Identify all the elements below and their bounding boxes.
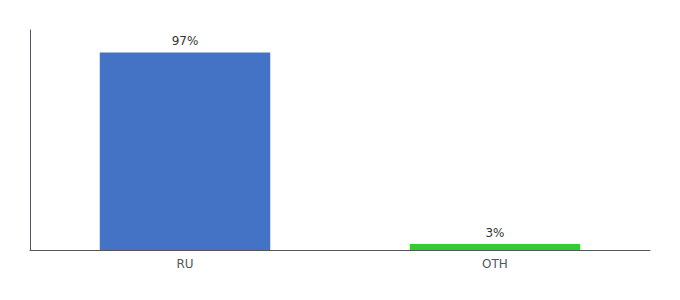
svg-text:97%: 97%: [172, 34, 199, 48]
svg-text:3%: 3%: [485, 226, 504, 240]
svg-text:RU: RU: [176, 257, 193, 271]
svg-text:OTH: OTH: [482, 257, 508, 271]
